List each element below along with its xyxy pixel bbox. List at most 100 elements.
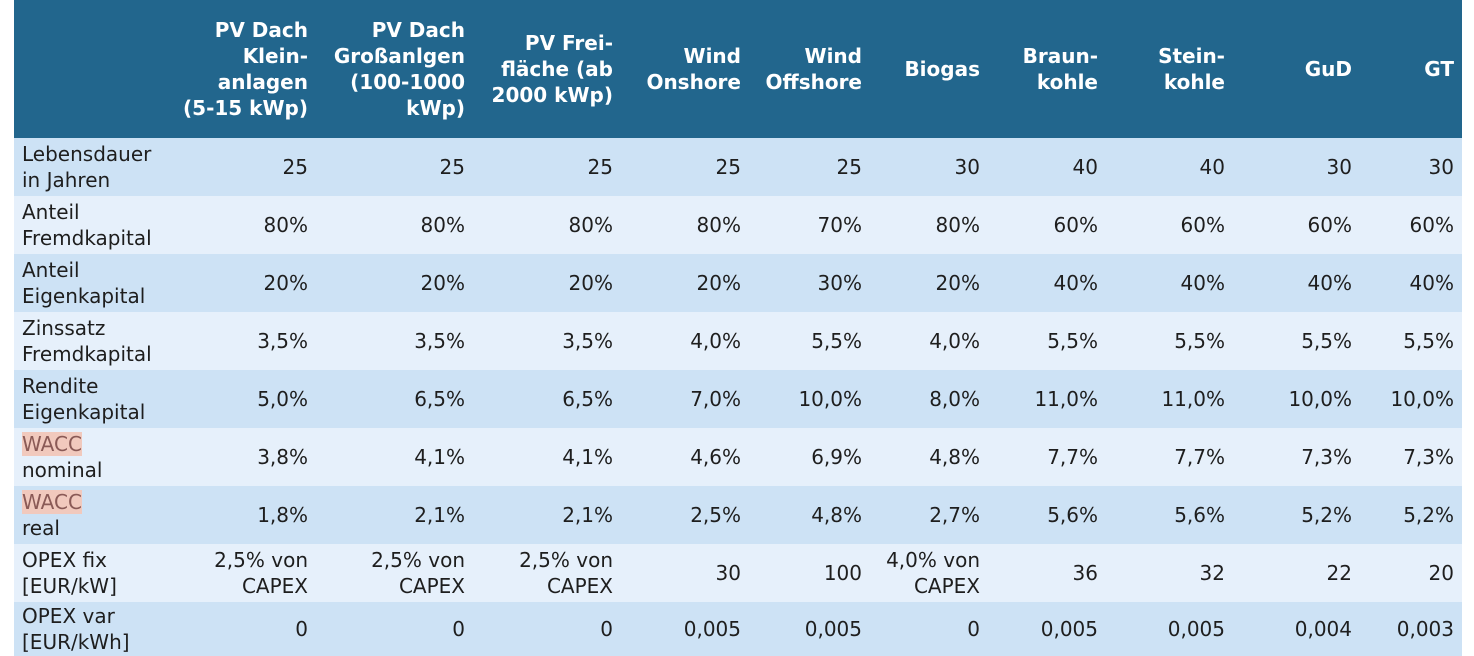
row-label-main: Lebensdauer	[22, 142, 152, 166]
table-cell: 80%	[263, 213, 308, 237]
column-header: PV Dach Großanlgen (100-1000 kWp)	[333, 18, 465, 120]
table-cell: 3,8%	[257, 445, 308, 469]
table-row: WACC real 1,8% 2,1% 2,1% 2,5% 4,8% 2,7% 5,6% 5,6%…	[14, 486, 1462, 544]
table-row: Rendite Eigenkapital 5,0% 6,5% 6,5% 7,0% 10,0%…	[14, 370, 1462, 428]
table-cell: 32	[1199, 561, 1225, 585]
table-cell: 4,8%	[811, 503, 862, 527]
table-cell: 80%	[568, 213, 613, 237]
wacc-highlight: WACC	[22, 432, 82, 456]
table-cell: 0	[967, 617, 980, 641]
row-label-sub: [EUR/kW]	[22, 574, 117, 598]
table-cell: 0,005	[683, 617, 741, 641]
table-cell: 40	[1072, 155, 1098, 179]
row-label-main: WACC	[22, 489, 144, 515]
row-label: WACC nominal	[14, 428, 144, 486]
table-cell: 6,5%	[414, 387, 465, 411]
row-label: Anteil Eigenkapital	[14, 254, 146, 312]
wacc-highlight: WACC	[22, 490, 82, 514]
table-cell: 60%	[1409, 213, 1454, 237]
column-header: PV Frei-fläche (ab 2000 kWp)	[491, 31, 613, 107]
table-cell: 5,5%	[1403, 329, 1454, 353]
table-header: PV Dach Klein-anlagen (5-15 kWp) PV Dach Gro…	[14, 0, 1462, 138]
table-row: OPEX var [EUR/kWh] 0 0 0 0,005 0,005 0 0,005 0,00…	[14, 602, 1462, 656]
table-cell: 5,2%	[1301, 503, 1352, 527]
table-cell: 20%	[696, 271, 741, 295]
row-label: WACC real	[14, 486, 144, 544]
table-cell: 0	[295, 617, 308, 641]
table-cell: 7,0%	[690, 387, 741, 411]
table-row: Anteil Eigenkapital 20% 20% 20% 20% 30% 20% 40% 4…	[14, 254, 1462, 312]
table-cell: 36	[1072, 561, 1098, 585]
table-body: Lebensdauer in Jahren 25 25 25 25 25 30 40 40 30 30…	[14, 138, 1462, 656]
row-label-main: OPEX var	[22, 604, 115, 628]
column-header: GuD	[1304, 57, 1352, 81]
table-cell: 6,5%	[562, 387, 613, 411]
table-cell: 2,1%	[414, 503, 465, 527]
table-cell: 10,0%	[1390, 387, 1454, 411]
table-cell: 3,5%	[257, 329, 308, 353]
table-cell: 0,005	[804, 617, 862, 641]
table-cell: 70%	[817, 213, 862, 237]
table-cell: 0,005	[1167, 617, 1225, 641]
table-row: Lebensdauer in Jahren 25 25 25 25 25 30 40 40 30 30	[14, 138, 1462, 196]
table-row: OPEX fix [EUR/kW] 2,5% von CAPEX 2,5% von CAP…	[14, 544, 1462, 602]
table-cell: 30	[954, 155, 980, 179]
table-cell: 2,5% von CAPEX	[371, 548, 465, 598]
table-cell: 0,003	[1396, 617, 1454, 641]
table-row: Anteil Fremdkapital 80% 80% 80% 80% 70% 80% 60% 6…	[14, 196, 1462, 254]
table-cell: 5,5%	[1301, 329, 1352, 353]
table-cell: 30%	[817, 271, 862, 295]
table-cell: 11,0%	[1161, 387, 1225, 411]
table-cell: 8,0%	[929, 387, 980, 411]
table-cell: 10,0%	[798, 387, 862, 411]
table-cell: 25	[282, 155, 308, 179]
table-cell: 80%	[696, 213, 741, 237]
table-cell: 7,7%	[1174, 445, 1225, 469]
table-cell: 25	[836, 155, 862, 179]
column-header: Biogas	[904, 57, 980, 81]
column-header: Wind Offshore	[765, 44, 862, 94]
table-cell: 20%	[935, 271, 980, 295]
table-cell: 80%	[935, 213, 980, 237]
table-cell: 10,0%	[1288, 387, 1352, 411]
table-cell: 5,5%	[811, 329, 862, 353]
row-label-sub: nominal	[22, 458, 103, 482]
table-cell: 80%	[420, 213, 465, 237]
table-cell: 5,2%	[1403, 503, 1454, 527]
table-cell: 20	[1428, 561, 1454, 585]
row-label: OPEX fix [EUR/kW]	[14, 544, 144, 602]
header-row: PV Dach Klein-anlagen (5-15 kWp) PV Dach Gro…	[14, 0, 1462, 138]
table-cell: 2,7%	[929, 503, 980, 527]
table-cell: 5,6%	[1174, 503, 1225, 527]
table-cell: 4,1%	[562, 445, 613, 469]
table-cell: 20%	[568, 271, 613, 295]
table-cell: 25	[439, 155, 465, 179]
row-label-main: OPEX fix	[22, 548, 107, 572]
row-label-sub: Eigenkapital	[22, 284, 146, 308]
row-label-main: WACC	[22, 431, 144, 457]
table-cell: 3,5%	[562, 329, 613, 353]
column-header: Stein-kohle	[1158, 44, 1225, 94]
table-cell: 100	[823, 561, 862, 585]
row-label-sub: in Jahren	[22, 168, 111, 192]
table-cell: 5,6%	[1047, 503, 1098, 527]
table-cell: 0	[452, 617, 465, 641]
table-cell: 25	[715, 155, 741, 179]
table-cell: 0,005	[1040, 617, 1098, 641]
table-cell: 4,0% von CAPEX	[886, 548, 980, 598]
row-label: Anteil Fremdkapital	[14, 196, 152, 254]
table-cell: 4,0%	[929, 329, 980, 353]
row-label: Zinssatz Fremdkapital	[14, 312, 152, 370]
table-cell: 30	[1326, 155, 1352, 179]
column-header: GT	[1424, 57, 1454, 81]
table-cell: 60%	[1307, 213, 1352, 237]
table-cell: 1,8%	[257, 503, 308, 527]
row-label-main: Anteil	[22, 258, 80, 282]
table-cell: 20%	[263, 271, 308, 295]
table-cell: 7,3%	[1301, 445, 1352, 469]
table-cell: 2,5% von CAPEX	[214, 548, 308, 598]
table-cell: 5,5%	[1174, 329, 1225, 353]
table-cell: 40	[1199, 155, 1225, 179]
row-label: Rendite Eigenkapital	[14, 370, 145, 428]
row-label-sub: real	[22, 516, 60, 540]
